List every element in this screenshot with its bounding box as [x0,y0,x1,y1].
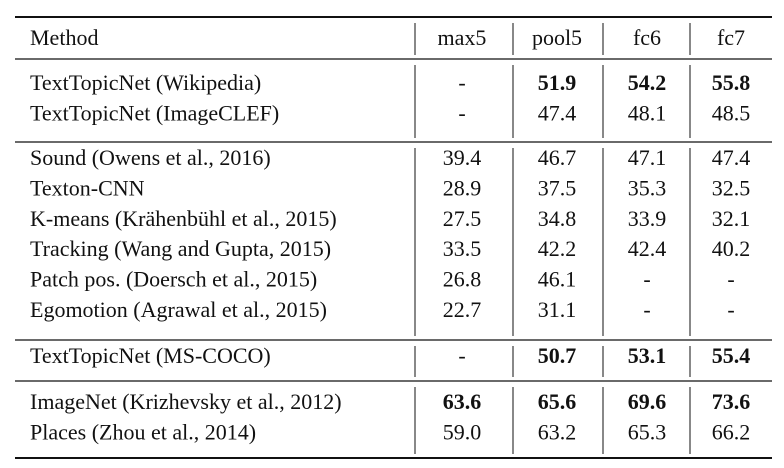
score-cell: - [727,267,734,292]
method-name: K-means (Krähenbühl et al., 2015) [30,206,337,231]
score-cell: 27.5 [443,206,482,231]
score-cell: - [643,297,650,322]
score-cell: 40.2 [712,236,751,261]
score-cell: 55.4 [712,343,751,368]
score-cell: 59.0 [443,419,482,444]
column-header: pool5 [532,25,582,50]
score-cell: - [458,343,465,368]
score-cell: 69.6 [628,389,667,414]
method-name: Places (Zhou et al., 2014) [30,419,256,444]
score-cell: 53.1 [628,343,667,368]
score-cell: - [643,267,650,292]
method-name: TextTopicNet (MS-COCO) [30,343,271,368]
score-cell: 31.1 [538,297,577,322]
score-cell: 42.2 [538,236,577,261]
score-cell: 55.8 [712,70,751,95]
score-cell: 51.9 [538,70,577,95]
score-cell: 48.1 [628,100,667,125]
score-cell: 47.1 [628,145,667,170]
method-name: Sound (Owens et al., 2016) [30,145,271,170]
score-cell: - [458,100,465,125]
score-cell: 48.5 [712,100,751,125]
score-cell: - [458,70,465,95]
score-cell: 54.2 [628,70,667,95]
score-cell: 26.8 [443,267,482,292]
column-header: max5 [438,25,487,50]
score-cell: 47.4 [538,100,577,125]
score-cell: 35.3 [628,175,667,200]
score-cell: 28.9 [443,175,482,200]
score-cell: 32.1 [712,206,751,231]
score-cell: 46.1 [538,267,577,292]
method-name: Egomotion (Agrawal et al., 2015) [30,297,327,322]
column-header: Method [30,25,98,50]
score-cell: 22.7 [443,297,482,322]
score-cell: 39.4 [443,145,482,170]
score-cell: 32.5 [712,175,751,200]
score-cell: 33.9 [628,206,667,231]
score-cell: 65.3 [628,419,667,444]
score-cell: 47.4 [712,145,751,170]
method-name: Texton-CNN [30,175,145,200]
method-name: TextTopicNet (ImageCLEF) [30,100,279,125]
method-name: Tracking (Wang and Gupta, 2015) [30,236,331,261]
method-name: ImageNet (Krizhevsky et al., 2012) [30,389,342,414]
score-cell: 42.4 [628,236,667,261]
score-cell: 33.5 [443,236,482,261]
method-name: Patch pos. (Doersch et al., 2015) [30,267,317,292]
method-name: TextTopicNet (Wikipedia) [30,70,261,95]
score-cell: - [727,297,734,322]
column-header: fc6 [633,25,661,50]
score-cell: 37.5 [538,175,577,200]
score-cell: 34.8 [538,206,577,231]
score-cell: 66.2 [712,419,751,444]
score-cell: 50.7 [538,343,577,368]
score-cell: 63.2 [538,419,577,444]
score-cell: 46.7 [538,145,577,170]
column-header: fc7 [717,25,745,50]
score-cell: 73.6 [712,389,751,414]
score-cell: 65.6 [538,389,577,414]
score-cell: 63.6 [443,389,482,414]
